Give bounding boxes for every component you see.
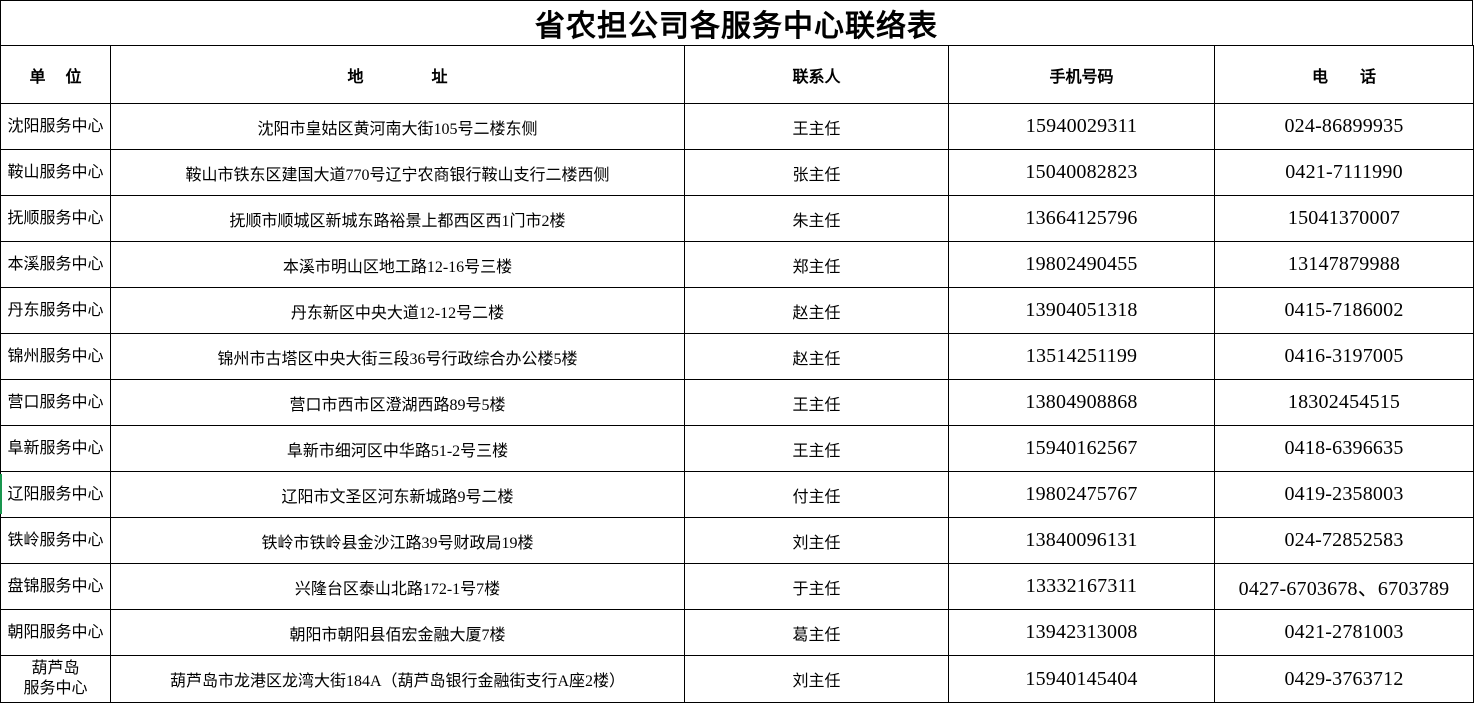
address-cell[interactable]: 朝阳市朝阳县佰宏金融大厦7楼 [110, 609, 685, 656]
address-cell[interactable]: 阜新市细河区中华路51-2号三楼 [110, 425, 685, 472]
mobile-cell[interactable]: 13904051318 [948, 287, 1215, 334]
mobile-cell[interactable]: 13332167311 [948, 563, 1215, 610]
header-mobile[interactable]: 手机号码 [948, 45, 1215, 104]
address-cell[interactable]: 锦州市古塔区中央大街三段36号行政综合办公楼5楼 [110, 333, 685, 380]
contact-table-body: 沈阳服务中心 沈阳市皇姑区黄河南大街105号二楼东侧 王主任 15940029311 0… [0, 103, 1474, 703]
table-row: 盘锦服务中心 兴隆台区泰山北路172-1号7楼 于主任 13332167311 0427… [0, 563, 1474, 610]
phone-cell[interactable]: 13147879988 [1214, 241, 1474, 288]
address-cell[interactable]: 鞍山市铁东区建国大道770号辽宁农商银行鞍山支行二楼西侧 [110, 149, 685, 196]
contact-cell[interactable]: 朱主任 [684, 195, 949, 242]
table-row: 本溪服务中心 本溪市明山区地工路12-16号三楼 郑主任 19802490455 131… [0, 241, 1474, 288]
mobile-cell[interactable]: 15940162567 [948, 425, 1215, 472]
contact-cell[interactable]: 刘主任 [684, 517, 949, 564]
contact-cell[interactable]: 赵主任 [684, 287, 949, 334]
header-address[interactable]: 地 址 [110, 45, 685, 104]
unit-cell[interactable]: 锦州服务中心 [0, 333, 111, 380]
address-cell[interactable]: 营口市西市区澄湖西路89号5楼 [110, 379, 685, 426]
table-row: 营口服务中心 营口市西市区澄湖西路89号5楼 王主任 13804908868 18302… [0, 379, 1474, 426]
table-row: 辽阳服务中心 辽阳市文圣区河东新城路9号二楼 付主任 19802475767 0419-… [0, 471, 1474, 518]
unit-cell[interactable]: 沈阳服务中心 [0, 103, 111, 150]
unit-cell[interactable]: 鞍山服务中心 [0, 149, 111, 196]
contact-cell[interactable]: 刘主任 [684, 655, 949, 703]
header-phone[interactable]: 电 话 [1214, 45, 1474, 104]
phone-cell[interactable]: 0416-3197005 [1214, 333, 1474, 380]
unit-cell[interactable]: 葫芦岛 服务中心 [0, 655, 111, 703]
phone-cell[interactable]: 0429-3763712 [1214, 655, 1474, 703]
table-row: 鞍山服务中心 鞍山市铁东区建国大道770号辽宁农商银行鞍山支行二楼西侧 张主任 150… [0, 149, 1474, 196]
mobile-cell[interactable]: 15940029311 [948, 103, 1215, 150]
phone-cell[interactable]: 0427-6703678、6703789 [1214, 563, 1474, 610]
phone-cell[interactable]: 024-72852583 [1214, 517, 1474, 564]
address-cell[interactable]: 兴隆台区泰山北路172-1号7楼 [110, 563, 685, 610]
phone-cell[interactable]: 0418-6396635 [1214, 425, 1474, 472]
header-unit[interactable]: 单 位 [0, 45, 111, 104]
table-row: 沈阳服务中心 沈阳市皇姑区黄河南大街105号二楼东侧 王主任 15940029311 0… [0, 103, 1474, 150]
table-row: 朝阳服务中心 朝阳市朝阳县佰宏金融大厦7楼 葛主任 13942313008 0421-2… [0, 609, 1474, 656]
address-cell[interactable]: 沈阳市皇姑区黄河南大街105号二楼东侧 [110, 103, 685, 150]
mobile-cell[interactable]: 13514251199 [948, 333, 1215, 380]
phone-cell[interactable]: 15041370007 [1214, 195, 1474, 242]
contact-cell[interactable]: 王主任 [684, 103, 949, 150]
unit-cell[interactable]: 本溪服务中心 [0, 241, 111, 288]
header-row: 单 位 地 址 联系人 手机号码 电 话 [0, 45, 1474, 104]
contact-cell[interactable]: 赵主任 [684, 333, 949, 380]
unit-cell[interactable]: 辽阳服务中心 [0, 471, 111, 518]
contact-cell[interactable]: 郑主任 [684, 241, 949, 288]
unit-cell[interactable]: 阜新服务中心 [0, 425, 111, 472]
unit-cell[interactable]: 丹东服务中心 [0, 287, 111, 334]
unit-cell[interactable]: 铁岭服务中心 [0, 517, 111, 564]
address-cell[interactable]: 葫芦岛市龙港区龙湾大街184A（葫芦岛银行金融街支行A座2楼） [110, 655, 685, 703]
contact-cell[interactable]: 于主任 [684, 563, 949, 610]
table-header: 单 位 地 址 联系人 手机号码 电 话 [0, 45, 1474, 104]
active-cell-indicator [0, 474, 2, 514]
address-cell[interactable]: 抚顺市顺城区新城东路裕景上都西区西1门市2楼 [110, 195, 685, 242]
table-row: 铁岭服务中心 铁岭市铁岭县金沙江路39号财政局19楼 刘主任 13840096131 0… [0, 517, 1474, 564]
unit-cell[interactable]: 盘锦服务中心 [0, 563, 111, 610]
mobile-cell[interactable]: 13804908868 [948, 379, 1215, 426]
phone-cell[interactable]: 0421-2781003 [1214, 609, 1474, 656]
contact-cell[interactable]: 张主任 [684, 149, 949, 196]
mobile-cell[interactable]: 15940145404 [948, 655, 1215, 703]
table-row: 丹东服务中心 丹东新区中央大道12-12号二楼 赵主任 13904051318 0415… [0, 287, 1474, 334]
unit-cell[interactable]: 营口服务中心 [0, 379, 111, 426]
table-row: 葫芦岛 服务中心 葫芦岛市龙港区龙湾大街184A（葫芦岛银行金融街支行A座2楼）刘… [0, 655, 1474, 703]
table-row: 锦州服务中心 锦州市古塔区中央大街三段36号行政综合办公楼5楼 赵主任 1351425… [0, 333, 1474, 380]
mobile-cell[interactable]: 19802475767 [948, 471, 1215, 518]
unit-cell[interactable]: 朝阳服务中心 [0, 609, 111, 656]
address-cell[interactable]: 丹东新区中央大道12-12号二楼 [110, 287, 685, 334]
unit-cell[interactable]: 抚顺服务中心 [0, 195, 111, 242]
contact-cell[interactable]: 葛主任 [684, 609, 949, 656]
phone-cell[interactable]: 0415-7186002 [1214, 287, 1474, 334]
contact-table: 单 位 地 址 联系人 手机号码 电 话 沈阳服务中心 沈阳市皇姑区黄河南大街10… [0, 45, 1474, 703]
table-row: 阜新服务中心 阜新市细河区中华路51-2号三楼 王主任 15940162567 0418… [0, 425, 1474, 472]
page-title: 省农担公司各服务中心联络表 [0, 0, 1473, 45]
address-cell[interactable]: 铁岭市铁岭县金沙江路39号财政局19楼 [110, 517, 685, 564]
contact-cell[interactable]: 王主任 [684, 425, 949, 472]
phone-cell[interactable]: 024-86899935 [1214, 103, 1474, 150]
contact-cell[interactable]: 付主任 [684, 471, 949, 518]
contact-cell[interactable]: 王主任 [684, 379, 949, 426]
phone-cell[interactable]: 0421-7111990 [1214, 149, 1474, 196]
phone-cell[interactable]: 0419-2358003 [1214, 471, 1474, 518]
table-row: 抚顺服务中心 抚顺市顺城区新城东路裕景上都西区西1门市2楼 朱主任 136641257… [0, 195, 1474, 242]
mobile-cell[interactable]: 13942313008 [948, 609, 1215, 656]
phone-cell[interactable]: 18302454515 [1214, 379, 1474, 426]
mobile-cell[interactable]: 19802490455 [948, 241, 1215, 288]
mobile-cell[interactable]: 13664125796 [948, 195, 1215, 242]
mobile-cell[interactable]: 13840096131 [948, 517, 1215, 564]
mobile-cell[interactable]: 15040082823 [948, 149, 1215, 196]
address-cell[interactable]: 辽阳市文圣区河东新城路9号二楼 [110, 471, 685, 518]
header-contact[interactable]: 联系人 [684, 45, 949, 104]
address-cell[interactable]: 本溪市明山区地工路12-16号三楼 [110, 241, 685, 288]
